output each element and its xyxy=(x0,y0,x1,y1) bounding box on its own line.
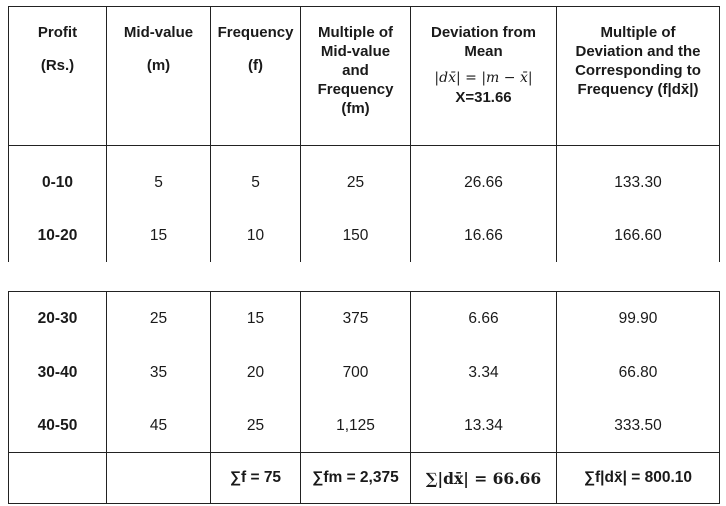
totals-row: ∑f = 75 ∑fm = 2,375 ∑|dx̄| = 66.66 ∑f|dx… xyxy=(8,452,720,504)
cell-total-f-deviation: ∑f|dx̄| = 800.10 xyxy=(556,452,720,504)
cell-frequency: 15 xyxy=(210,291,301,346)
header-multiple-deviation: Multiple of Deviation and the Correspond… xyxy=(556,6,720,146)
cell-deviation: 13.34 xyxy=(410,399,557,453)
table-row: 0-10 5 5 25 26.66 133.30 xyxy=(8,145,720,209)
cell-f-deviation: 333.50 xyxy=(556,399,720,453)
cell-frequency: 10 xyxy=(210,209,301,262)
cell-mid-value: 5 xyxy=(106,145,211,209)
header-profit: Profit (Rs.) xyxy=(8,6,107,146)
cell-profit: 40-50 xyxy=(8,399,107,453)
cell-f-deviation: 133.30 xyxy=(556,145,720,209)
header-multiple-line4: Frequency xyxy=(317,81,394,98)
cell-total-frequency: ∑f = 75 xyxy=(210,452,301,504)
header-multdev-line3: Corresponding to xyxy=(575,62,701,79)
cell-mid-value: 45 xyxy=(106,399,211,453)
header-mid-value: Mid-value (m) xyxy=(106,6,211,146)
header-frequency: Frequency (f) xyxy=(210,6,301,146)
table-row: 30-40 35 20 700 3.34 66.80 xyxy=(8,346,720,399)
cell-fm: 700 xyxy=(300,346,411,399)
header-multiple-line2: Mid-value xyxy=(320,43,391,60)
cell-mid-value: 15 xyxy=(106,209,211,262)
header-mid-symbol: (m) xyxy=(146,57,171,74)
header-freq-symbol: (f) xyxy=(248,57,263,74)
header-deviation-line2: Mean xyxy=(464,43,503,60)
cell-profit: 10-20 xyxy=(8,209,107,262)
header-deviation-formula: |dx̄| = |m − x̄| xyxy=(434,70,533,86)
cell-total-empty xyxy=(8,452,107,504)
cell-fm: 1,125 xyxy=(300,399,411,453)
header-multdev-line1: Multiple of xyxy=(600,24,676,41)
cell-frequency: 25 xyxy=(210,399,301,453)
header-profit-label: Profit xyxy=(37,24,78,41)
cell-f-deviation: 99.90 xyxy=(556,291,720,346)
header-mid-label: Mid-value xyxy=(123,24,194,41)
header-deviation: Deviation from Mean |dx̄| = |m − x̄| X=3… xyxy=(410,6,557,146)
table-row: 10-20 15 10 150 16.66 166.60 xyxy=(8,209,720,262)
header-row: Profit (Rs.) Mid-value (m) Frequency (f) Mu… xyxy=(8,6,720,146)
cell-mid-value: 25 xyxy=(106,291,211,346)
cell-fm: 375 xyxy=(300,291,411,346)
frequency-table-upper: Profit (Rs.) Mid-value (m) Frequency (f) Mu… xyxy=(8,6,720,262)
header-deviation-mean: X=31.66 xyxy=(455,89,512,106)
header-freq-label: Frequency xyxy=(217,24,294,41)
cell-mid-value: 35 xyxy=(106,346,211,399)
frequency-table-lower: 20-30 25 15 375 6.66 99.90 30-40 35 20 7… xyxy=(8,291,720,504)
header-multiple-line1: Multiple of xyxy=(318,24,393,41)
cell-fm: 25 xyxy=(300,145,411,209)
cell-profit: 0-10 xyxy=(8,145,107,209)
cell-total-deviation: ∑|dx̄| = 66.66 xyxy=(410,452,557,504)
header-multiple-line5: (fm) xyxy=(341,100,370,117)
header-deviation-line1: Deviation from xyxy=(430,24,536,41)
cell-deviation: 26.66 xyxy=(410,145,557,209)
cell-total-empty xyxy=(106,452,211,504)
cell-frequency: 5 xyxy=(210,145,301,209)
cell-f-deviation: 166.60 xyxy=(556,209,720,262)
cell-f-deviation: 66.80 xyxy=(556,346,720,399)
header-profit-unit: (Rs.) xyxy=(40,57,75,74)
header-multdev-line4: Frequency (f|dx̄|) xyxy=(577,81,699,98)
table-row: 20-30 25 15 375 6.66 99.90 xyxy=(8,291,720,346)
header-multiple: Multiple of Mid-value and Frequency (fm) xyxy=(300,6,411,146)
cell-deviation: 16.66 xyxy=(410,209,557,262)
header-multiple-line3: and xyxy=(342,62,369,79)
cell-profit: 30-40 xyxy=(8,346,107,399)
table-row: 40-50 45 25 1,125 13.34 333.50 xyxy=(8,399,720,453)
cell-deviation: 6.66 xyxy=(410,291,557,346)
cell-frequency: 20 xyxy=(210,346,301,399)
cell-deviation: 3.34 xyxy=(410,346,557,399)
cell-profit: 20-30 xyxy=(8,291,107,346)
cell-fm: 150 xyxy=(300,209,411,262)
header-multdev-line2: Deviation and the xyxy=(575,43,701,60)
cell-total-fm: ∑fm = 2,375 xyxy=(300,452,411,504)
